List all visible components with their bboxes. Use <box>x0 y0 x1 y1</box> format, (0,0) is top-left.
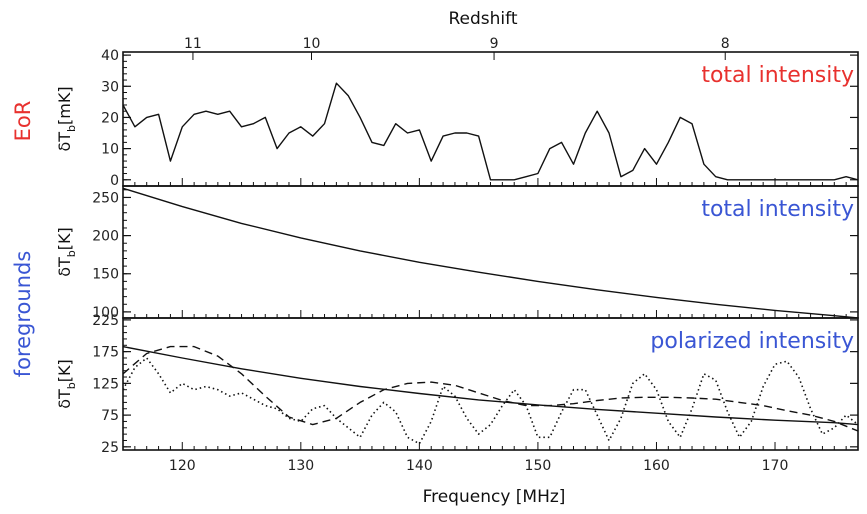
y-tick-label: 100 <box>92 305 119 321</box>
x-tick-label: 150 <box>525 458 552 474</box>
y-axis-label: δTb[K] <box>55 359 78 409</box>
y-axis-subscript: b <box>65 250 78 257</box>
x-tick-label: 140 <box>406 458 433 474</box>
x-tick-label: 120 <box>169 458 196 474</box>
y-tick-label: 40 <box>101 48 119 64</box>
y-axis-subscript: b <box>65 382 78 389</box>
y-tick-label: 25 <box>101 440 119 456</box>
frequency-axis-title: Frequency [MHz] <box>423 487 566 507</box>
y-tick-label: 200 <box>92 229 119 245</box>
x-tick-label: 130 <box>287 458 314 474</box>
y-axis-symbol: δT <box>55 257 74 277</box>
y-tick-label: 10 <box>101 142 119 158</box>
series-line-solid <box>123 345 858 426</box>
y-tick-label: 0 <box>110 173 119 189</box>
redshift-tick-label: 8 <box>721 36 730 52</box>
y-axis-label: δTb[mK] <box>55 86 78 151</box>
series-line-solid <box>123 187 858 318</box>
y-tick-label: 30 <box>101 79 119 95</box>
y-axis-unit: [K] <box>55 359 74 382</box>
redshift-tick-label: 11 <box>184 36 202 52</box>
y-tick-label: 150 <box>92 267 119 283</box>
panel-annotation: total intensity <box>701 197 854 222</box>
eor-group-label: EoR <box>11 101 35 142</box>
redshift-axis-title: Redshift <box>448 9 517 29</box>
redshift-tick-label: 9 <box>490 36 499 52</box>
y-tick-label: 250 <box>92 190 119 206</box>
redshift-tick-label: 10 <box>303 36 321 52</box>
y-tick-label: 175 <box>92 345 119 361</box>
panel-fg-polarized: 25 75 125 175 225 δTb[K] polarized intensity <box>55 313 859 456</box>
panel-fg-total: 100 150 200 250 δTb[K] total intensity <box>55 185 859 321</box>
x-tick-label: 160 <box>643 458 670 474</box>
y-axis-subscript: b <box>65 125 78 132</box>
y-axis-symbol: δT <box>55 132 74 152</box>
x-tick-label: 170 <box>762 458 789 474</box>
y-tick-label: 125 <box>92 376 119 392</box>
y-axis-symbol: δT <box>55 389 74 409</box>
y-axis-unit: [mK] <box>55 86 74 125</box>
y-tick-label: 75 <box>101 408 119 424</box>
y-tick-label: 20 <box>101 110 119 126</box>
panel-annotation: polarized intensity <box>650 329 854 354</box>
redshift-ticks: 11 10 9 8 <box>184 36 730 60</box>
panel-frame <box>122 317 859 451</box>
y-tick-label: 225 <box>92 313 119 329</box>
panel-eor: 0 10 20 30 40 δTb[mK] total intensity <box>55 48 859 189</box>
y-axis-label: δTb[K] <box>55 227 78 277</box>
y-axis-unit: [K] <box>55 227 74 250</box>
panel-annotation: total intensity <box>701 63 854 88</box>
foregrounds-group-label: foregrounds <box>11 251 35 378</box>
series-line-solid <box>123 82 858 181</box>
frequency-ticks: 120 130 140 150 160 170 <box>169 458 788 474</box>
